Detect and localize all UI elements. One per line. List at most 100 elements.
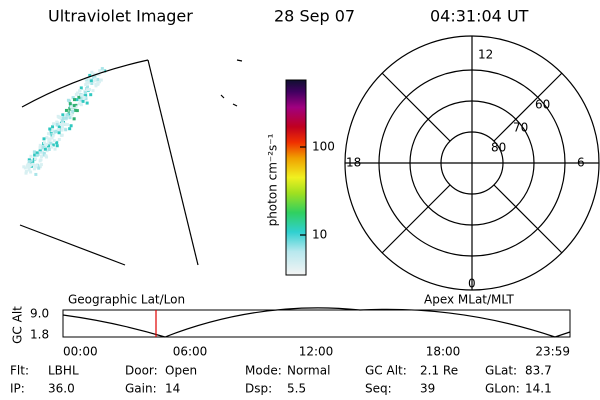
info-label: Door: [125,364,158,378]
pixel [54,129,58,133]
pixel [57,125,61,129]
pixel [27,168,31,172]
pixel [68,127,72,131]
pixel [98,69,102,73]
info-value: 14.1 [525,382,552,396]
pixel [71,96,75,100]
pixel [47,147,51,151]
pixel [84,93,88,97]
pixel [60,125,64,129]
pixel [76,91,80,95]
pixel [69,124,73,128]
pixel [70,103,74,107]
pixel [86,81,90,85]
pixel [22,165,26,169]
pixel [29,170,33,174]
pixel [38,165,42,169]
pixel [87,77,91,81]
pixel [35,151,39,155]
pixel [38,151,42,155]
pixel [51,134,55,138]
info-value: Normal [287,364,330,378]
colorbar-tick-label: 10 [312,228,327,242]
ring-label: 70 [513,121,528,135]
polar-label: 12 [478,48,493,62]
pixel [90,82,94,86]
aurora-image [22,67,107,176]
pixel [29,159,33,163]
pixel [44,154,48,158]
pixel [81,99,85,103]
info-value: 2.1 Re [420,364,458,378]
pixel [59,122,63,126]
pixel [64,108,68,112]
pixel [72,104,76,108]
info-value: 14 [165,382,180,396]
pixel [72,98,76,102]
pixel [51,125,55,129]
pixel [96,82,100,86]
pixel [74,108,78,112]
pixel [82,93,86,97]
date: 28 Sep 07 [274,7,355,26]
pixel [40,146,44,150]
colorbar-label: photon cm⁻²s⁻¹ [266,133,280,226]
pixel [23,166,27,170]
pixel [61,116,65,120]
pixel [89,93,93,97]
pixel [42,153,46,157]
pixel [24,170,28,174]
pixel [49,141,53,145]
colorbar-tick [300,146,306,236]
pixel [94,82,98,86]
y-tick-label: 1.8 [30,328,49,342]
pixel [42,141,46,145]
ring-label: 80 [491,141,506,155]
pixel [42,137,46,141]
pixel [101,69,105,73]
pixel [50,145,54,149]
pixel [34,172,38,176]
pixel [59,115,63,119]
pixel [55,120,59,124]
pixel [60,133,64,137]
pixel [88,73,92,77]
pixel [91,89,95,93]
pixel [45,149,49,153]
pixel [60,128,64,132]
pixel [56,128,60,132]
info-value: 36.0 [48,382,75,396]
info-label: GLon: [485,382,520,396]
pixel [43,147,47,151]
grid-line [19,224,126,266]
pixel [84,83,88,87]
x-tick-label: 23:59 [535,345,570,359]
pixel [97,72,101,76]
pixel [40,155,44,159]
pixel [57,137,61,141]
x-tick-label: 12:00 [299,345,334,359]
info-label: Gain: [125,382,157,396]
pixel [68,107,72,111]
pixel [88,87,92,91]
polar-label: 0 [468,277,476,291]
plot-frame [62,309,571,338]
pixel [69,105,73,109]
pixel [97,80,101,84]
pixel [29,163,33,167]
pixel [74,103,78,107]
pixel [68,116,72,120]
pixel [57,131,61,135]
pixel [68,102,72,106]
pixel [50,129,54,133]
pixel [52,139,56,143]
info-value: 83.7 [525,364,552,378]
pixel [50,136,54,140]
x-tick-label: 00:00 [63,345,98,359]
pixel [34,165,38,169]
pixel [39,158,43,162]
pixel [40,151,44,155]
x-tick-label: 06:00 [173,345,208,359]
pixel [77,95,81,99]
